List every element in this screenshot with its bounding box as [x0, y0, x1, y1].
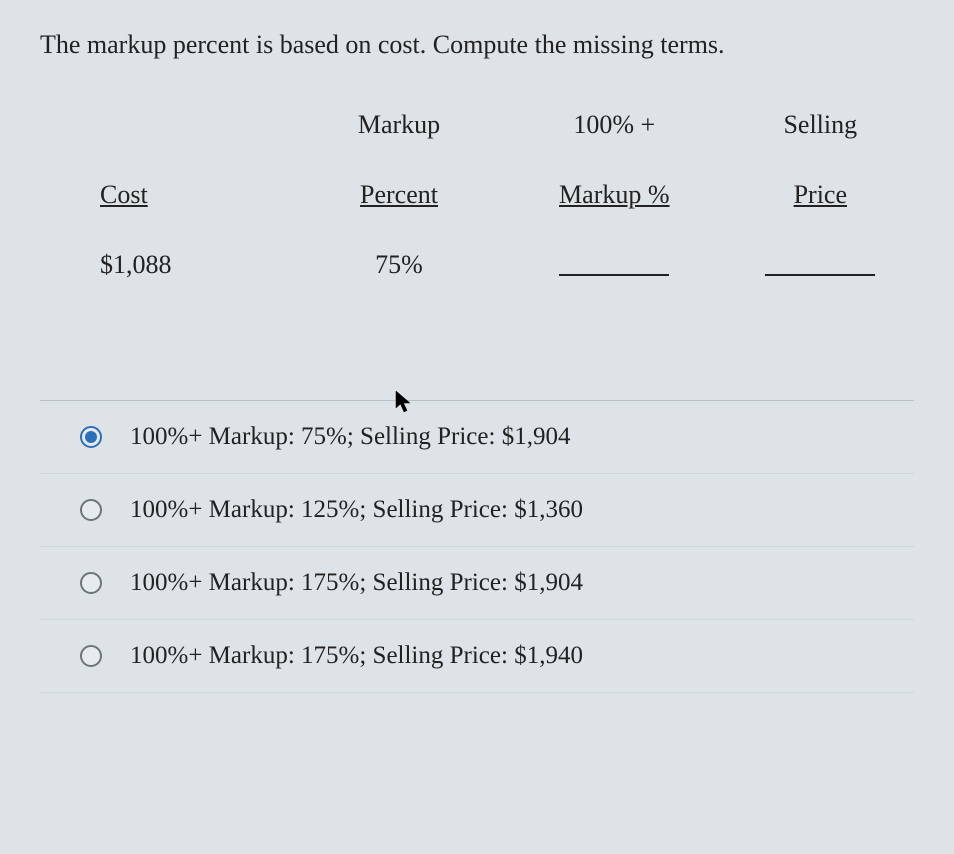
option-4[interactable]: 100%+ Markup: 175%; Selling Price: $1,94…: [40, 620, 914, 693]
cell-cost: $1,088: [40, 250, 296, 280]
header-bottom-percent: Percent: [296, 180, 502, 210]
data-table: Markup 100% + Selling Cost Percent Marku…: [40, 110, 914, 280]
answer-options: 100%+ Markup: 75%; Selling Price: $1,904…: [40, 400, 914, 693]
option-label: 100%+ Markup: 125%; Selling Price: $1,36…: [130, 496, 874, 524]
header-row-top: Markup 100% + Selling: [40, 110, 914, 140]
header-row-bottom: Cost Percent Markup % Price: [40, 180, 914, 210]
cell-price-blank: [727, 250, 914, 280]
option-label: 100%+ Markup: 175%; Selling Price: $1,90…: [130, 569, 874, 597]
data-row: $1,088 75%: [40, 250, 914, 280]
cell-percent: 75%: [296, 250, 502, 280]
header-bottom-cost: Cost: [40, 180, 296, 210]
option-3[interactable]: 100%+ Markup: 175%; Selling Price: $1,90…: [40, 547, 914, 620]
header-bottom-markuppct: Markup %: [502, 180, 727, 210]
header-top-selling: Selling: [727, 110, 914, 140]
cell-markuppct-blank: [502, 250, 727, 280]
option-1[interactable]: 100%+ Markup: 75%; Selling Price: $1,904: [40, 401, 914, 474]
radio-icon[interactable]: [80, 572, 102, 594]
option-label: 100%+ Markup: 175%; Selling Price: $1,94…: [130, 642, 874, 670]
radio-icon[interactable]: [80, 426, 102, 448]
radio-icon[interactable]: [80, 499, 102, 521]
header-top-markup: Markup: [296, 110, 502, 140]
option-2[interactable]: 100%+ Markup: 125%; Selling Price: $1,36…: [40, 474, 914, 547]
option-label: 100%+ Markup: 75%; Selling Price: $1,904: [130, 423, 874, 451]
radio-icon[interactable]: [80, 645, 102, 667]
header-bottom-price: Price: [727, 180, 914, 210]
header-top-100plus: 100% +: [502, 110, 727, 140]
question-prompt: The markup percent is based on cost. Com…: [40, 30, 914, 60]
